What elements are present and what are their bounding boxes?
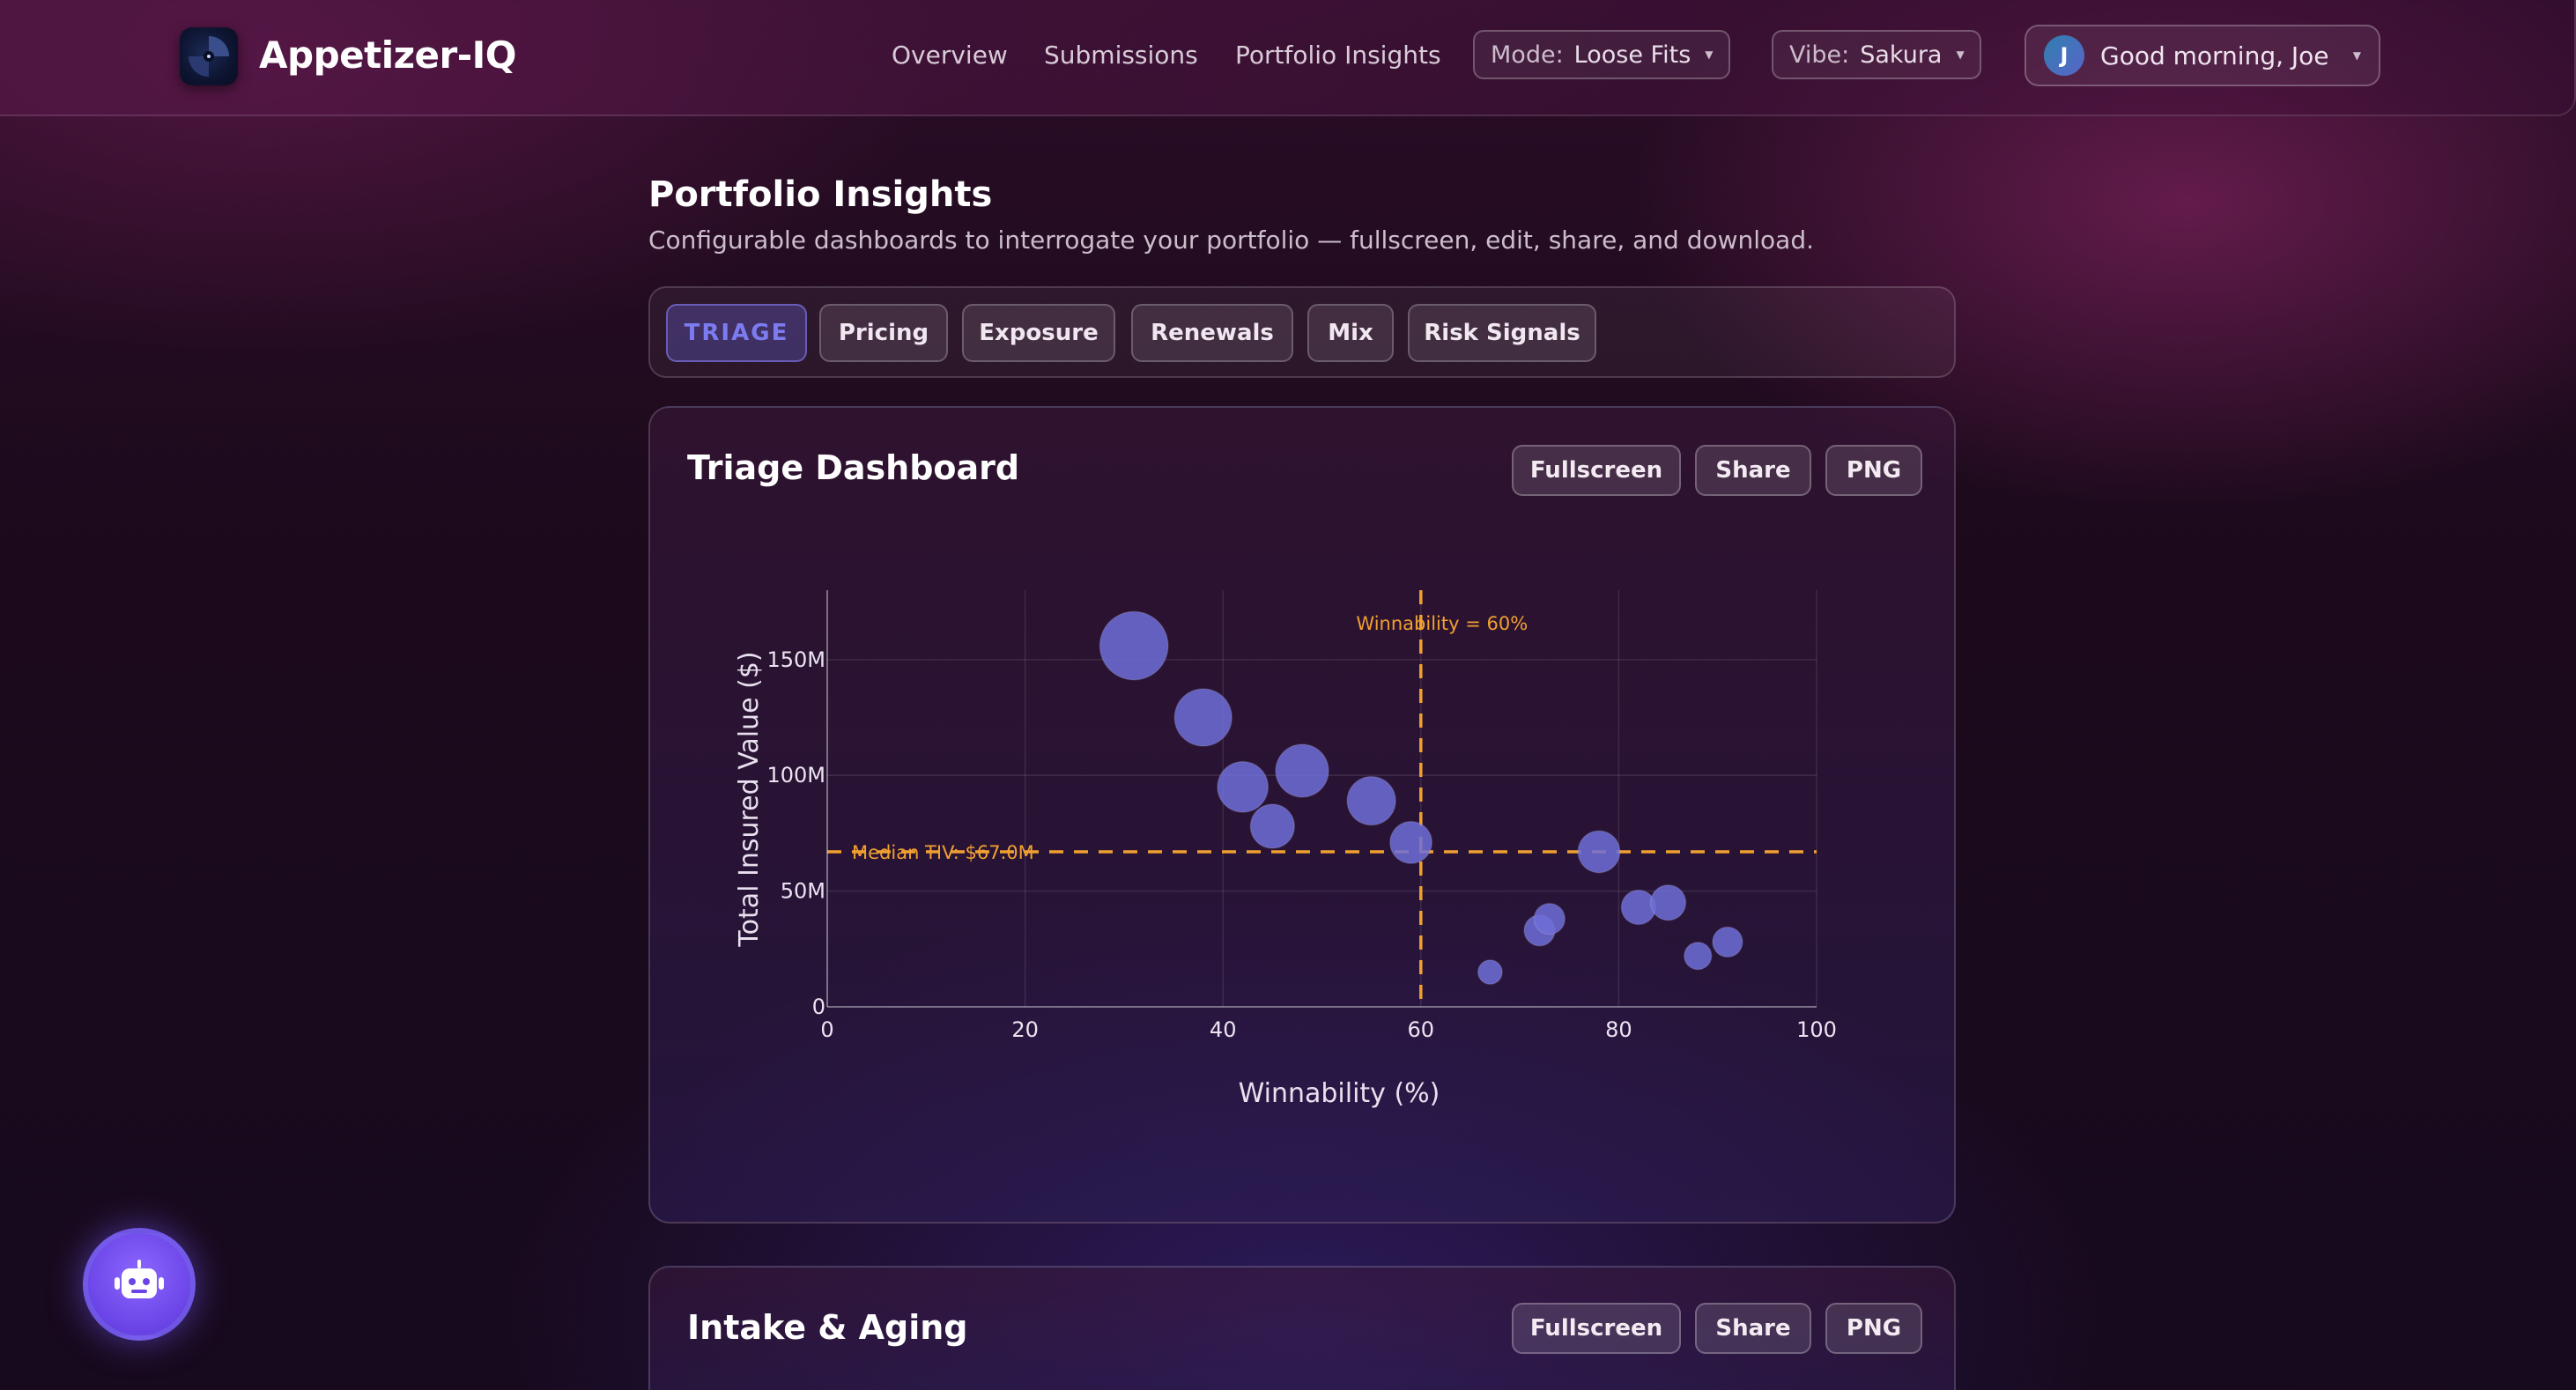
share-button[interactable]: Share (1695, 1303, 1811, 1354)
card-title: Triage Dashboard (687, 448, 1020, 487)
nav-overview[interactable]: Overview (892, 41, 1008, 70)
y-tick-label: 50M (781, 879, 825, 904)
triage-scatter-chart[interactable]: Winnability = 60% Median TIV: $67.0M 0 20 4… (650, 408, 1956, 1224)
mode-select[interactable]: Mode: Loose Fits ▼ (1473, 30, 1730, 79)
user-greeting: Good morning, Joe (2100, 41, 2329, 70)
png-download-button[interactable]: PNG (1825, 445, 1922, 496)
winnability-threshold-label: Winnability = 60% (1356, 613, 1528, 634)
user-menu[interactable]: J Good morning, Joe ▼ (2025, 25, 2380, 86)
tab-exposure[interactable]: Exposure (962, 304, 1115, 362)
tab-triage[interactable]: TRIAGE (666, 304, 807, 362)
png-download-button[interactable]: PNG (1825, 1303, 1922, 1354)
triage-dashboard-card: Triage Dashboard Fullscreen Share PNG Wi… (648, 406, 1956, 1224)
scatter-point[interactable] (1389, 820, 1433, 864)
page-subtitle: Configurable dashboards to interrogate y… (648, 226, 1814, 255)
fullscreen-button[interactable]: Fullscreen (1512, 445, 1681, 496)
dashboard-tabs: TRIAGE Pricing Exposure Renewals Mix Ris… (648, 286, 1956, 378)
nav-submissions[interactable]: Submissions (1044, 41, 1198, 70)
assistant-bot-button[interactable] (83, 1228, 196, 1341)
x-tick-label: 0 (820, 1017, 833, 1042)
vibe-value: Sakura (1860, 41, 1943, 69)
share-button[interactable]: Share (1695, 445, 1811, 496)
chevron-down-icon: ▼ (1705, 48, 1714, 61)
scatter-point[interactable] (1217, 760, 1269, 813)
avatar: J (2044, 35, 2084, 76)
scatter-point[interactable] (1683, 941, 1713, 971)
nav-portfolio-insights[interactable]: Portfolio Insights (1235, 41, 1441, 70)
scatter-point[interactable] (1346, 775, 1396, 826)
vibe-select[interactable]: Vibe: Sakura ▼ (1772, 30, 1981, 79)
tab-pricing[interactable]: Pricing (819, 304, 948, 362)
y-tick-label: 0 (812, 994, 825, 1019)
app-brand[interactable]: Appetizer-IQ (259, 33, 517, 77)
page-title: Portfolio Insights (648, 174, 993, 215)
scatter-point[interactable] (1173, 688, 1232, 747)
scatter-point[interactable] (1275, 743, 1329, 798)
mode-label: Mode: (1491, 41, 1564, 69)
y-axis-title: Total Insured Value ($) (734, 651, 765, 947)
scatter-point[interactable] (1649, 884, 1687, 921)
x-tick-label: 100 (1796, 1017, 1837, 1042)
app-logo-icon[interactable] (180, 27, 238, 85)
scatter-point[interactable] (1477, 959, 1503, 986)
chevron-down-icon: ▼ (1956, 48, 1965, 61)
x-tick-label: 40 (1210, 1017, 1237, 1042)
intake-aging-card: Intake & Aging Fullscreen Share PNG (648, 1266, 1956, 1390)
card-title: Intake & Aging (687, 1308, 968, 1347)
scatter-point[interactable] (1712, 926, 1743, 958)
median-tiv-label: Median TIV: $67.0M (852, 842, 1034, 863)
scatter-point[interactable] (1099, 610, 1169, 681)
mode-value: Loose Fits (1573, 41, 1691, 69)
vibe-label: Vibe: (1789, 41, 1850, 69)
x-tick-label: 80 (1605, 1017, 1632, 1042)
scatter-point[interactable] (1533, 902, 1566, 935)
robot-icon (115, 1260, 164, 1298)
tab-mix[interactable]: Mix (1307, 304, 1394, 362)
x-tick-label: 20 (1011, 1017, 1039, 1042)
y-tick-label: 150M (766, 647, 825, 672)
y-tick-label: 100M (766, 763, 825, 787)
scatter-point[interactable] (1577, 830, 1621, 874)
tab-risk-signals[interactable]: Risk Signals (1408, 304, 1596, 362)
tab-renewals[interactable]: Renewals (1131, 304, 1293, 362)
top-header: Appetizer-IQ Overview Submissions Portfo… (0, 0, 2576, 116)
x-tick-label: 60 (1408, 1017, 1435, 1042)
x-axis-title: Winnability (%) (1239, 1078, 1440, 1109)
fullscreen-button[interactable]: Fullscreen (1512, 1303, 1681, 1354)
scatter-point[interactable] (1249, 803, 1296, 849)
chevron-down-icon: ▼ (2352, 49, 2361, 62)
